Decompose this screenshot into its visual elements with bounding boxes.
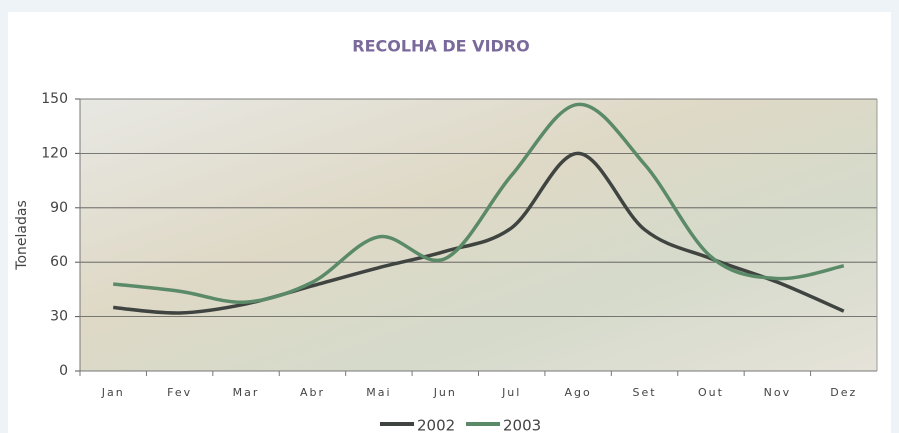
x-tick-label: Dez bbox=[830, 386, 857, 399]
y-tick-label: 150 bbox=[41, 91, 68, 107]
x-tick-label: Mar bbox=[233, 386, 260, 399]
x-tick-label: Abr bbox=[300, 386, 325, 399]
x-tick-label: Mai bbox=[366, 386, 391, 399]
y-tick-label: 90 bbox=[50, 200, 68, 216]
x-tick-label: Out bbox=[698, 386, 724, 399]
legend-label: 2003 bbox=[503, 417, 541, 433]
x-tick-label: Jan bbox=[101, 386, 125, 399]
y-tick-label: 60 bbox=[50, 254, 68, 270]
chart: RECOLHA DE VIDRO Toneladas 0 30 60 90 120 150… bbox=[0, 0, 899, 433]
x-tick-label: Jul bbox=[501, 386, 521, 399]
page: RECOLHA DE VIDRO Toneladas 0 30 60 90 120 150… bbox=[0, 0, 899, 433]
x-tick-label: Jun bbox=[433, 386, 457, 399]
chart-title: RECOLHA DE VIDRO bbox=[352, 37, 529, 56]
plot-background bbox=[80, 99, 877, 371]
y-tick-label: 120 bbox=[41, 145, 68, 161]
x-tick-label: Ago bbox=[565, 386, 592, 399]
x-tick-label: Nov bbox=[764, 386, 791, 399]
x-tick-label: Set bbox=[633, 386, 657, 399]
y-axis-label: Toneladas bbox=[14, 200, 30, 270]
x-tick-label: Fev bbox=[167, 386, 192, 399]
y-tick-label: 30 bbox=[50, 309, 68, 325]
legend-label: 2002 bbox=[417, 417, 455, 433]
y-tick-label: 0 bbox=[59, 363, 68, 379]
